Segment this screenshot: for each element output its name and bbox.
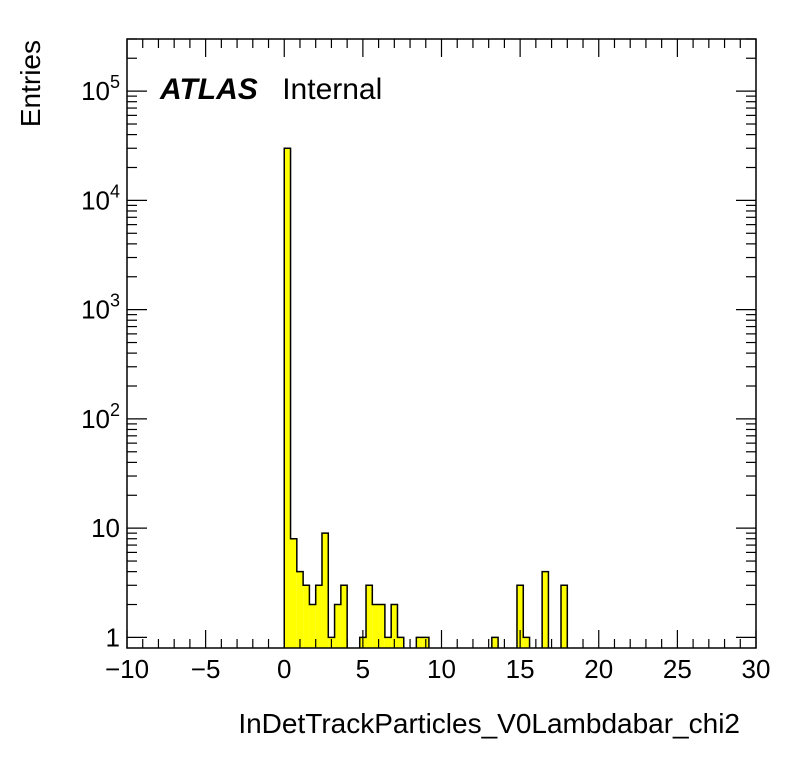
histogram-bar <box>284 148 291 648</box>
histogram-bar <box>303 585 310 648</box>
x-tick-label: 0 <box>277 654 291 684</box>
histogram-bar <box>416 637 423 648</box>
y-tick-label: 105 <box>81 72 120 106</box>
histogram-bar <box>372 604 379 648</box>
x-tick-label: −5 <box>191 654 221 684</box>
atlas-bold-label: ATLAS <box>159 73 258 106</box>
atlas-internal-label: Internal <box>282 73 382 106</box>
histogram-bar <box>334 604 341 648</box>
y-tick-label: 103 <box>81 291 120 325</box>
histogram-bar <box>340 585 348 648</box>
histogram-outline <box>283 147 569 648</box>
histogram-bars <box>283 147 569 648</box>
x-tick-label: 30 <box>742 654 771 684</box>
x-tick-labels: −10 −5 0 5 10 15 20 25 30 <box>105 654 771 684</box>
x-tick-label: 5 <box>356 654 370 684</box>
histogram-bar <box>366 585 373 648</box>
x-tick-label: 25 <box>663 654 692 684</box>
histogram-bar <box>378 604 385 648</box>
plot-frame <box>126 38 757 649</box>
axis-ticks <box>126 38 757 648</box>
y-tick-label: 102 <box>81 400 120 434</box>
x-tick-label: 20 <box>584 654 613 684</box>
y-tick-label: 10 <box>91 513 120 543</box>
histogram-bar <box>397 637 404 648</box>
x-axis-title: InDetTrackParticles_V0Lambdabar_chi2 <box>238 708 740 739</box>
y-axis-title: Entries <box>15 40 46 127</box>
histogram-bar <box>523 637 530 648</box>
histogram-bar <box>516 585 524 648</box>
histogram-bar <box>290 538 297 648</box>
atlas-label: ATLAS Internal <box>159 73 382 106</box>
x-tick-label: 15 <box>506 654 535 684</box>
x-tick-label: −10 <box>105 654 149 684</box>
histogram-bar <box>309 604 316 648</box>
histogram-bar <box>561 585 568 648</box>
histogram-bar <box>315 585 322 648</box>
histogram-bar <box>491 637 499 648</box>
x-tick-label: 10 <box>427 654 456 684</box>
y-tick-label: 104 <box>81 181 120 215</box>
histogram-bar <box>542 571 549 648</box>
y-tick-labels: 1 10 102 103 104 105 <box>81 72 120 652</box>
histogram-bar <box>321 533 329 648</box>
histogram-bar <box>296 571 304 648</box>
histogram-bar <box>391 604 398 648</box>
y-tick-label: 1 <box>106 622 120 652</box>
histogram-bar <box>384 637 392 648</box>
